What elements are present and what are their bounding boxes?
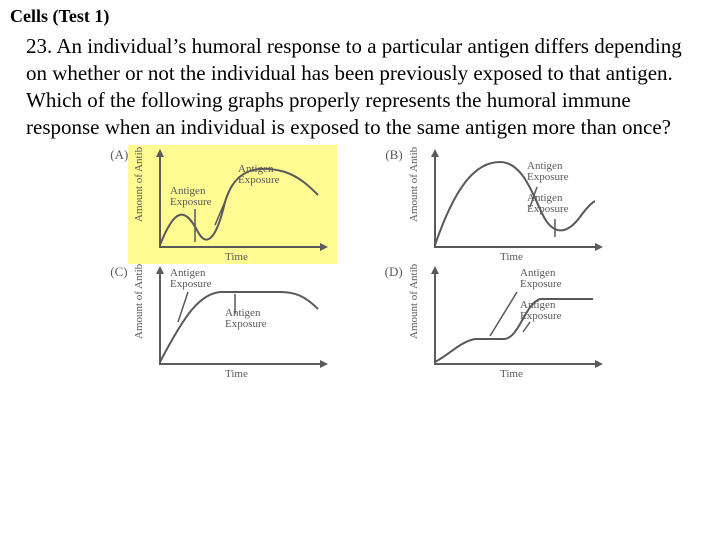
curve-b [435, 162, 595, 245]
option-d: (D) Amount of Antibody Time Antigen Expo… [385, 264, 610, 379]
graphs-row-1: (A) Amount of Antibody Time Antigen Expo… [10, 147, 710, 262]
ann-c1-l2: Exposure [170, 278, 212, 290]
question-text: 23. An individual’s humoral response to … [26, 33, 702, 141]
ann-d1-l2: Exposure [520, 278, 562, 290]
curve-d [435, 299, 593, 362]
graphs-container: (A) Amount of Antibody Time Antigen Expo… [10, 147, 710, 379]
xlabel-a: Time [225, 251, 248, 262]
option-a: (A) Amount of Antibody Time Antigen Expo… [110, 147, 335, 262]
ann-a2-l2: Exposure [238, 174, 280, 186]
graphs-row-2: (C) Amount of Antibody Time Antigen Expo… [10, 264, 710, 379]
option-b: (B) Amount of Antibody Time Antigen Expo… [385, 147, 609, 262]
option-d-graph: Amount of Antibody Time Antigen Exposure… [405, 264, 610, 379]
ylabel-d: Amount of Antibody [408, 264, 420, 339]
arrow-a2 [215, 185, 232, 225]
ann-b1-l2: Exposure [527, 171, 569, 183]
option-c-label: (C) [110, 264, 127, 280]
arrowhead-x-c [320, 360, 328, 368]
ylabel-c: Amount of Antibody [133, 264, 145, 339]
arrow-d1 [490, 292, 517, 336]
arrowhead-y-d [431, 266, 439, 274]
ann-b2-l2: Exposure [527, 203, 569, 215]
option-b-graph: Amount of Antibody Time Antigen Exposure… [405, 147, 610, 262]
option-a-graph: Amount of Antibody Time Antigen Exposure… [130, 147, 335, 262]
xlabel-d: Time [500, 368, 523, 379]
option-d-label: (D) [385, 264, 403, 280]
arrowhead-x-b [595, 243, 603, 251]
arrowhead-y-a [156, 149, 164, 157]
ylabel-b: Amount of Antibody [408, 147, 420, 222]
axis-d [435, 269, 600, 364]
ann-a1-l2: Exposure [170, 196, 212, 208]
option-c: (C) Amount of Antibody Time Antigen Expo… [110, 264, 334, 379]
option-a-label: (A) [110, 147, 128, 163]
arrowhead-y-b [431, 149, 439, 157]
ylabel-a: Amount of Antibody [133, 147, 145, 222]
axis-b [435, 152, 600, 247]
arrow-d2 [523, 322, 530, 332]
arrowhead-x-a [320, 243, 328, 251]
arrowhead-x-d [595, 360, 603, 368]
ann-d2-l2: Exposure [520, 310, 562, 322]
xlabel-c: Time [225, 368, 248, 379]
option-c-graph: Amount of Antibody Time Antigen Exposure… [130, 264, 335, 379]
ann-c2-l2: Exposure [225, 318, 267, 330]
page-header: Cells (Test 1) [10, 6, 710, 27]
arrowhead-y-c [156, 266, 164, 274]
option-b-label: (B) [385, 147, 402, 163]
xlabel-b: Time [500, 251, 523, 262]
